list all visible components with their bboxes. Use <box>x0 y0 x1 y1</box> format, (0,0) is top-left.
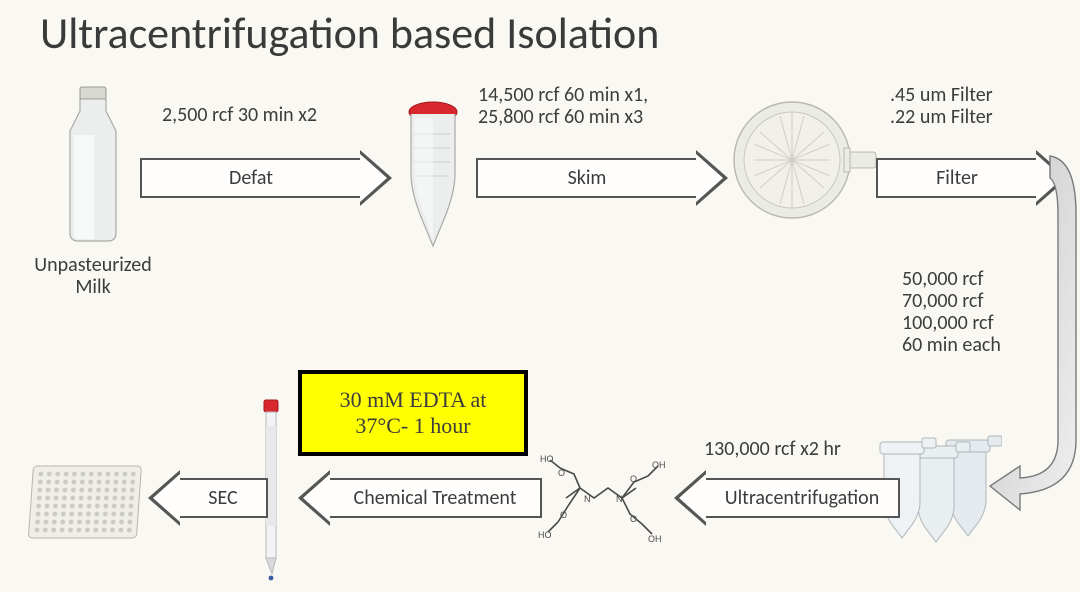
svg-text:HO: HO <box>540 454 554 464</box>
svg-text:O: O <box>630 474 637 484</box>
svg-text:OH: OH <box>648 534 662 544</box>
curve-note: 50,000 rcf 70,000 rcf 100,000 rcf 60 min… <box>902 268 1001 356</box>
defat-note: 2,500 rcf 30 min x2 <box>162 104 317 126</box>
uc-note: 130,000 rcf x2 hr <box>704 438 841 460</box>
sec-arrow: SEC <box>148 470 268 526</box>
syringe-filter-icon <box>730 92 880 231</box>
svg-text:OH: OH <box>652 460 666 470</box>
chemical-treatment-arrow: Chemical Treatment <box>298 470 542 526</box>
svg-text:HO: HO <box>538 530 552 540</box>
milk-bottle-icon <box>54 85 132 250</box>
skim-note: 14,500 rcf 60 min x1, 25,800 rcf 60 min … <box>478 84 648 128</box>
page-title: Ultracentrifugation based Isolation <box>40 6 659 60</box>
skim-arrow: Skim <box>476 150 728 206</box>
filter-note: .45 um Filter .22 um Filter <box>890 84 993 128</box>
svg-text:O: O <box>560 510 567 520</box>
svg-text:O: O <box>630 514 637 524</box>
svg-text:N: N <box>584 494 591 504</box>
milk-bottle-label: Unpasteurized Milk <box>20 254 166 298</box>
well-plate-icon <box>26 458 146 549</box>
svg-text:O: O <box>558 468 565 478</box>
edta-callout: 30 mM EDTA at 37°C- 1 hour <box>298 370 528 456</box>
edta-molecule-icon: N N HO HO OH OH O O O O <box>530 452 670 553</box>
centrifuge-tube-icon <box>400 100 466 255</box>
ultracentrifugation-arrow: Ultracentrifugation <box>674 470 900 526</box>
defat-arrow: Defat <box>140 150 392 206</box>
svg-text:N: N <box>616 494 623 504</box>
